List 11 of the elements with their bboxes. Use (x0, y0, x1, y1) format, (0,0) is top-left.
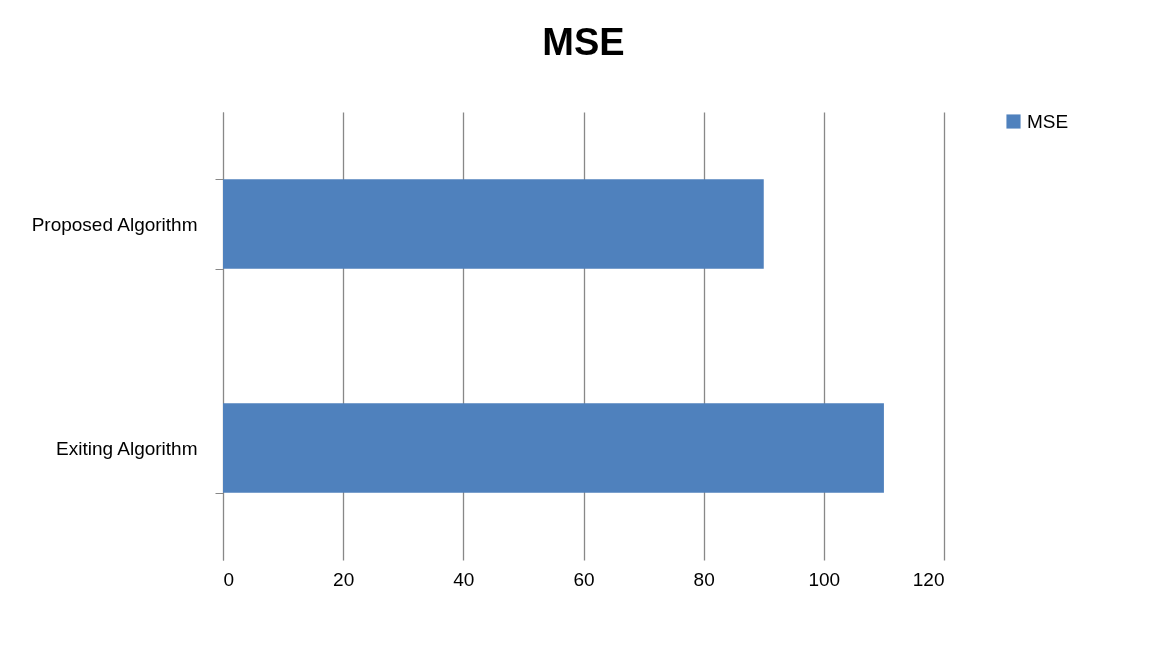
x-tick-label: 80 (693, 568, 715, 590)
x-tick-label: 20 (333, 568, 355, 590)
legend-label: MSE (1027, 110, 1069, 132)
x-tick-label: 0 (223, 568, 235, 590)
x-tick-label: 120 (912, 568, 945, 590)
x-tick-label: 40 (453, 568, 475, 590)
chart-title: MSE (542, 21, 625, 63)
y-tick-label: Proposed Algorithm (31, 213, 198, 235)
y-tick-label: Exiting Algorithm (55, 437, 198, 459)
x-tick-label: 100 (808, 568, 841, 590)
x-tick-label: 60 (573, 568, 595, 590)
